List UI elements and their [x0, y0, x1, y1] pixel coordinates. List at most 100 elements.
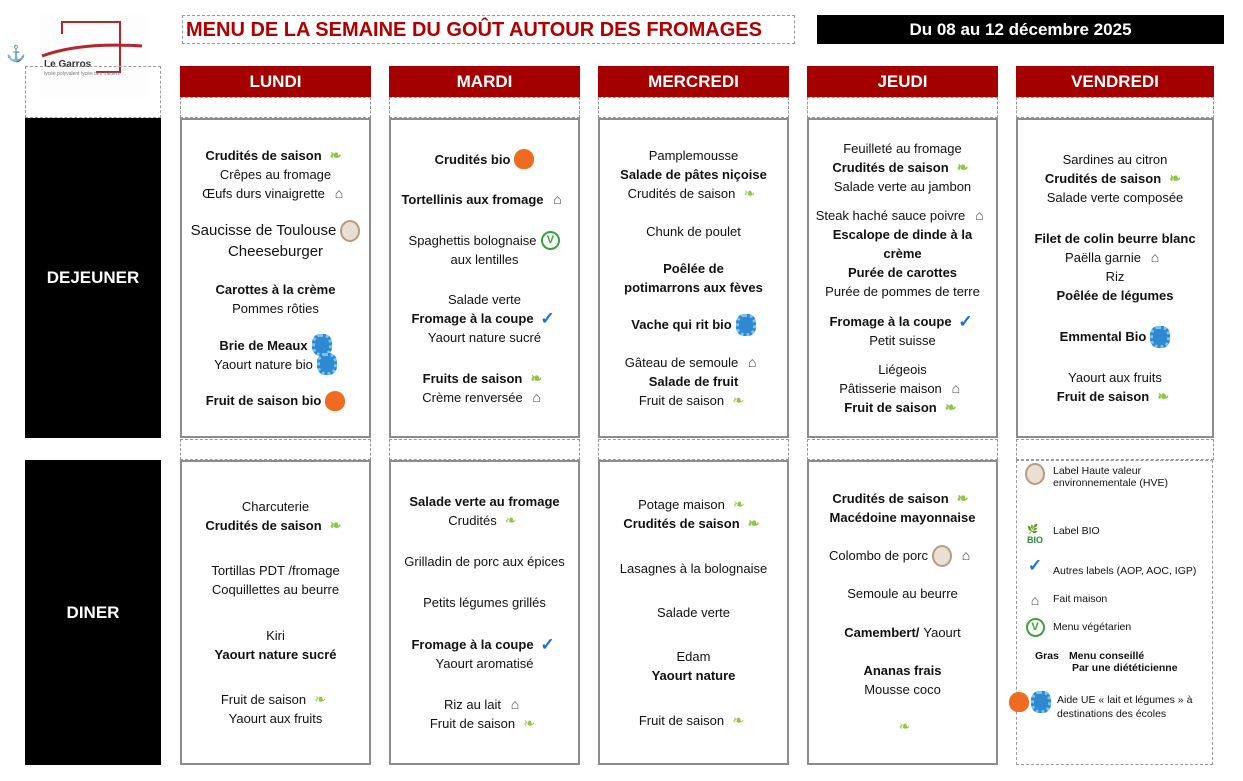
- menu-item: Coquillettes au beurre: [212, 580, 339, 599]
- menu-item: Grilladin de porc aux épices: [404, 552, 564, 571]
- menu-item-text: Crudités: [448, 513, 497, 529]
- menu-item-text: Yaourt aux fruits: [1068, 370, 1162, 385]
- day-header-lundi: LUNDI: [180, 66, 371, 97]
- menu-item-text: Fromage à la coupe: [411, 311, 534, 326]
- leaf-icon: ❧: [732, 391, 744, 408]
- legend-gras: Gras: [1035, 650, 1059, 662]
- menu-item-text: Gâteau de semoule: [624, 354, 739, 370]
- menu-item: Fruit de saison ❧: [221, 690, 330, 709]
- menu-item: Crudités de saison ❧: [628, 184, 760, 203]
- course-group: Saucisse de Toulouse Cheeseburger: [186, 219, 365, 262]
- menu-item-text: Fruits de saison: [422, 370, 523, 386]
- menu-item-text: Crème renversée: [422, 389, 523, 405]
- menu-item: Purée de carottes: [848, 263, 957, 282]
- legend-hve: Label Haute valeur environnementale (HVE…: [1053, 465, 1168, 489]
- logo-name: Le Garros: [44, 59, 92, 70]
- menu-item-text: Tortellinis aux fromage: [401, 192, 544, 207]
- menu-item: Colombo de porc ⌂: [829, 544, 976, 567]
- leaf-icon: ❧: [504, 512, 517, 529]
- menu-item-text: Yaourt: [923, 624, 961, 640]
- menu-item-text: potimarrons aux fèves: [624, 279, 763, 295]
- menu-item-text: Tortillas PDT /fromage: [211, 563, 340, 579]
- legend-gras-desc1: Menu conseillé: [1068, 650, 1145, 662]
- leaf-icon: ❧: [944, 399, 957, 416]
- course-group: Fromage à la coupe ✓ Yaourt aromatisé: [395, 635, 574, 673]
- menu-item: Fruit de saison ❧: [639, 391, 748, 410]
- menu-item: Poêlée de légumes: [1056, 286, 1173, 305]
- menu-item: Crudités de saison ❧: [623, 514, 763, 533]
- course-group: Fromage à la coupe ✓ Petit suisse: [813, 312, 992, 350]
- menu-item: Œufs durs vinaigrette ⌂: [202, 184, 349, 203]
- menu-item: Escalope de dinde à la: [833, 225, 972, 244]
- menu-item: crème: [883, 244, 921, 263]
- menu-item: Fruit de saison ❧: [1057, 387, 1173, 406]
- course-group: Fruit de saison bio: [186, 390, 365, 411]
- vegetarian-icon: V: [1025, 617, 1045, 637]
- menu-item: Fromage à la coupe ✓: [411, 635, 557, 654]
- day-header-jeudi: JEUDI: [807, 66, 998, 97]
- menu-item-text: Semoule au beurre: [847, 586, 958, 602]
- course-group: Edam Yaourt nature: [604, 647, 783, 685]
- menu-item: Fromage à la coupe ✓: [829, 312, 975, 331]
- menu-item-text: Riz: [1105, 269, 1125, 284]
- checkmark-icon: ✓: [540, 634, 555, 654]
- fait-maison-icon: ⌂: [975, 207, 984, 224]
- course-group: Petits légumes grillés: [395, 593, 574, 612]
- menu-item: Edam: [677, 647, 711, 666]
- menu-item: Pâtisserie maison ⌂: [839, 379, 966, 398]
- dinner-cell-mercredi: Potage maison ❧ Crudités de saison ❧ Lasagne…: [598, 460, 789, 765]
- course-group: Filet de colin beurre blanc Paëlla garnie…: [1022, 229, 1208, 305]
- menu-item: Yaourt aux fruits: [1068, 368, 1162, 387]
- menu-item-text: Escalope de dinde à la: [832, 227, 973, 243]
- hve-label-icon: [1025, 463, 1045, 485]
- menu-item: Potage maison ❧: [638, 495, 749, 514]
- page-title: MENU DE LA SEMAINE DU GOÛT AUTOUR DES FR…: [182, 15, 795, 44]
- menu-item: aux lentilles: [451, 250, 519, 269]
- fait-maison-icon: ⌂: [532, 388, 541, 405]
- menu-item: Emmental Bio: [1059, 325, 1171, 348]
- menu-item: Salade de fruit: [649, 372, 739, 391]
- menu-item-text: Fromage à la coupe: [829, 313, 952, 329]
- anchor-icon: ⚓: [6, 46, 26, 63]
- menu-item: ❧: [891, 718, 915, 736]
- menu-item: Brie de Meaux: [219, 334, 332, 357]
- vegetarian-icon: V: [540, 230, 560, 250]
- leaf-icon: ❧: [743, 185, 756, 202]
- leaf-icon: ❧: [314, 691, 326, 708]
- menu-item: Vache qui rit bio: [631, 313, 756, 336]
- menu-item-text: Œufs durs vinaigrette: [202, 185, 325, 201]
- course-group: Carottes à la crème Pommes rôties: [186, 280, 365, 318]
- spacer-cell: [598, 439, 789, 460]
- menu-item: Fruits de saison ❧: [423, 369, 547, 388]
- lunch-cell-mercredi: Pamplemousse Salade de pâtes niçoise Crudi…: [598, 118, 789, 438]
- leaf-icon: ❧: [747, 515, 760, 532]
- legend-other-labels: Autres labels (AOP, AOC, IGP): [1053, 565, 1197, 577]
- menu-item: Fruit de saison bio: [206, 390, 346, 411]
- fait-maison-icon: ⌂: [334, 184, 344, 201]
- course-group: Crudités de saison ❧ Macédoine mayonnaise: [813, 489, 992, 527]
- legend-vegetarien: Menu végétarien: [1053, 621, 1132, 633]
- leaf-icon: ❧: [1169, 170, 1182, 186]
- menu-item-text: Kiri: [266, 627, 285, 643]
- menu-item-text: Emmental Bio: [1059, 329, 1147, 344]
- menu-item-text: Mousse coco: [864, 681, 941, 697]
- menu-item-text: aux lentilles: [450, 251, 519, 267]
- menu-item-text: Salade de pâtes niçoise: [620, 167, 767, 183]
- menu-item: Yaourt nature: [652, 666, 736, 685]
- course-group: Fruit de saison ❧: [604, 711, 783, 730]
- menu-item-text: Cheeseburger: [227, 243, 324, 261]
- menu-item: Charcuterie: [242, 497, 309, 516]
- menu-item: Crudités de saison ❧: [1045, 169, 1185, 188]
- spacer-cell: [807, 97, 998, 118]
- spacer-cell: [389, 439, 580, 460]
- menu-item: Crêpes au fromage: [220, 165, 331, 184]
- course-group: Ananas frais Mousse coco: [813, 661, 992, 699]
- spacer-cell: [180, 97, 371, 118]
- menu-item-text: Edam: [676, 649, 711, 665]
- menu-item-text: Salade verte: [448, 292, 521, 307]
- menu-item: Filet de colin beurre blanc: [1034, 229, 1195, 248]
- menu-item-text: Yaourt nature: [651, 668, 736, 684]
- menu-item-text: Salade de fruit: [648, 373, 739, 389]
- menu-item: Fromage à la coupe ✓: [411, 309, 557, 328]
